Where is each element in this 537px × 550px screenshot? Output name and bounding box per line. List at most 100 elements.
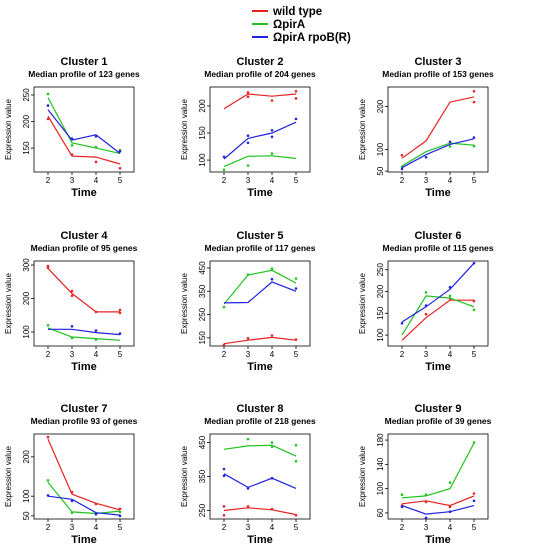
data-point [448, 510, 452, 513]
y-tick-label: 450 [198, 435, 207, 449]
panel-subtitle: Median profile of 115 genes [382, 243, 493, 253]
y-tick-label: 150 [376, 306, 385, 320]
x-tick-label: 3 [424, 176, 429, 185]
data-point [270, 334, 274, 337]
panel-subtitle: Median profile of 153 genes [382, 69, 494, 79]
data-point [118, 507, 122, 511]
data-point [94, 513, 98, 516]
data-point [270, 445, 274, 448]
data-point [222, 343, 226, 347]
x-tick-label: 2 [222, 350, 227, 359]
x-tick-label: 4 [448, 350, 453, 359]
data-point [118, 514, 122, 518]
data-point [270, 267, 274, 271]
series-line-2 [401, 262, 475, 323]
x-tick-label: 3 [246, 523, 251, 532]
legend-label-1: ΩpirA [273, 19, 305, 31]
y-tick-label: 450 [198, 261, 207, 275]
y-tick-label: 100 [376, 328, 385, 342]
data-point [400, 505, 404, 509]
data-point [294, 514, 298, 517]
data-point [246, 437, 250, 441]
y-tick-label: 200 [376, 284, 385, 298]
data-point [222, 305, 226, 309]
data-point [472, 136, 476, 139]
data-point [270, 277, 274, 281]
x-tick-label: 2 [400, 176, 405, 185]
y-tick-label: 350 [198, 469, 207, 483]
y-axis-label: Expression value [358, 272, 367, 333]
data-point [94, 329, 98, 332]
y-tick-label: 100 [22, 489, 31, 503]
data-point [46, 117, 50, 121]
x-tick-label: 5 [472, 176, 477, 185]
y-tick-label: 250 [198, 503, 207, 517]
y-axis-label: Expression value [358, 98, 367, 159]
x-axis-label: Time [71, 534, 96, 546]
data-point [270, 135, 274, 139]
data-point [70, 336, 74, 340]
x-axis-label: Time [247, 361, 272, 373]
data-point [270, 129, 274, 132]
data-point [294, 459, 298, 463]
data-point [294, 117, 298, 121]
data-point [472, 308, 476, 312]
series-line-1 [223, 269, 297, 305]
y-tick-label: 250 [22, 88, 31, 102]
data-point [70, 325, 74, 328]
y-axis-label: Expression value [4, 98, 13, 159]
series-line-2 [401, 138, 475, 169]
data-point [448, 481, 452, 484]
data-point [46, 324, 50, 327]
x-tick-label: 4 [94, 523, 99, 532]
x-tick-label: 3 [70, 350, 75, 359]
data-point [400, 167, 404, 171]
panel-title: Cluster 1 [60, 56, 107, 68]
series-line-1 [223, 155, 297, 168]
data-point [222, 168, 226, 172]
data-point [448, 140, 452, 144]
y-tick-label: 100 [376, 481, 385, 495]
panel-subtitle: Median profile of 204 genes [204, 69, 316, 79]
data-point [424, 312, 428, 316]
data-point [94, 310, 98, 314]
data-point [424, 291, 428, 294]
y-tick-label: 60 [376, 508, 385, 517]
series-line-2 [223, 121, 297, 160]
y-axis-label: Expression value [358, 445, 367, 506]
x-tick-label: 4 [270, 176, 275, 185]
data-point [294, 443, 298, 447]
series-line-0 [47, 267, 120, 313]
data-point [294, 287, 298, 290]
data-point [424, 493, 428, 497]
data-point [246, 337, 250, 340]
y-tick-label: 200 [22, 114, 31, 128]
series-line-1 [401, 142, 475, 167]
series-line-1 [47, 327, 121, 341]
panel-title: Cluster 3 [414, 56, 461, 68]
x-axis-label: Time [425, 534, 450, 546]
data-point [424, 304, 428, 307]
data-point [118, 510, 122, 514]
x-axis-label: Time [247, 187, 272, 199]
data-point [424, 156, 428, 159]
y-tick-label: 350 [198, 284, 207, 298]
panel-subtitle: Median profile of 39 genes [385, 416, 492, 426]
y-tick-label: 150 [22, 141, 31, 155]
panel-subtitle: Median profile of 218 genes [204, 416, 316, 426]
data-point [46, 104, 50, 107]
x-tick-label: 5 [118, 523, 123, 532]
data-point [270, 476, 274, 480]
data-point [222, 155, 226, 159]
data-point [70, 499, 74, 503]
panel-title: Cluster 7 [60, 403, 107, 415]
x-tick-label: 2 [222, 176, 227, 185]
data-point [400, 493, 404, 497]
y-tick-label: 180 [376, 433, 385, 447]
plot-frame [209, 86, 311, 173]
data-point [94, 338, 98, 341]
